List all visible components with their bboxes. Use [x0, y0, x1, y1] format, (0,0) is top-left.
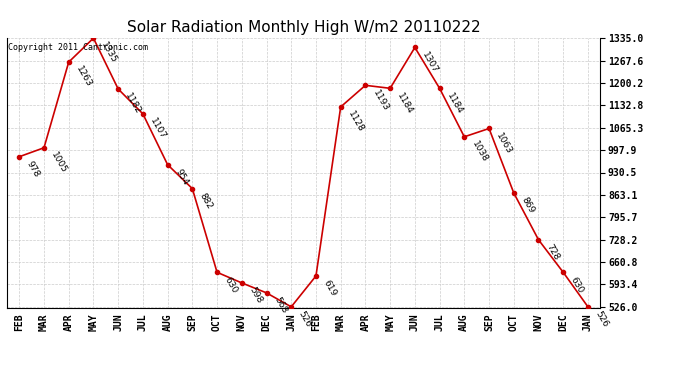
Title: Solar Radiation Monthly High W/m2 20110222: Solar Radiation Monthly High W/m2 201102… — [127, 20, 480, 35]
Text: 1107: 1107 — [148, 117, 168, 141]
Text: 1182: 1182 — [124, 92, 143, 116]
Text: 630: 630 — [223, 275, 239, 294]
Text: 869: 869 — [520, 196, 535, 215]
Text: 526: 526 — [297, 310, 313, 329]
Text: 978: 978 — [25, 159, 41, 179]
Text: 568: 568 — [272, 296, 288, 315]
Text: 1184: 1184 — [445, 91, 464, 116]
Text: 1038: 1038 — [470, 140, 489, 164]
Text: 728: 728 — [544, 243, 560, 262]
Text: 1184: 1184 — [395, 91, 415, 116]
Text: 1128: 1128 — [346, 110, 366, 134]
Text: 954: 954 — [173, 168, 190, 187]
Text: 619: 619 — [322, 279, 338, 298]
Text: 1005: 1005 — [50, 150, 69, 175]
Text: 882: 882 — [198, 191, 215, 211]
Text: 598: 598 — [247, 286, 264, 305]
Text: 1307: 1307 — [420, 50, 440, 75]
Text: Copyright 2011 Cantronic.com: Copyright 2011 Cantronic.com — [8, 43, 148, 52]
Text: 1063: 1063 — [495, 131, 514, 156]
Text: 630: 630 — [569, 275, 585, 294]
Text: 526: 526 — [593, 310, 610, 329]
Text: 1263: 1263 — [75, 65, 94, 89]
Text: 1335: 1335 — [99, 41, 118, 65]
Text: 1193: 1193 — [371, 88, 391, 112]
